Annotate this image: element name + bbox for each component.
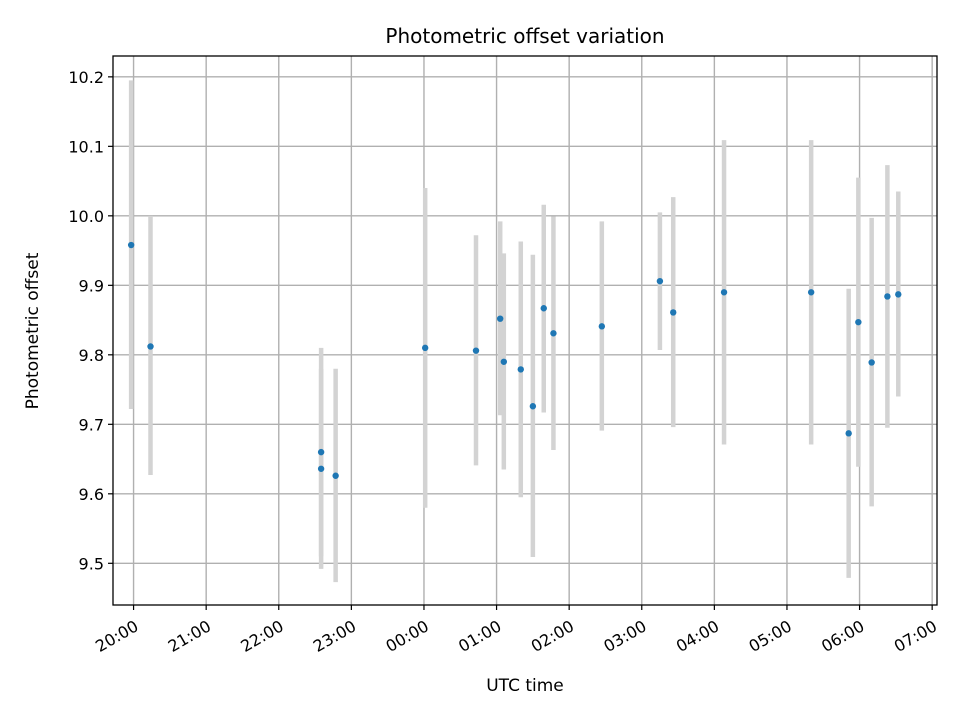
chart-title: Photometric offset variation [385, 24, 664, 48]
data-point [127, 241, 135, 249]
data-point [317, 448, 325, 456]
data-point [868, 359, 875, 366]
data-point [884, 293, 891, 300]
data-point [472, 347, 480, 354]
y-axis-label: Photometric offset [23, 252, 43, 409]
y-tick-label: 10.0 [68, 207, 104, 226]
data-point [845, 430, 852, 437]
data-point [147, 343, 154, 350]
data-point [720, 289, 728, 296]
data-point [895, 291, 902, 298]
data-point [598, 323, 606, 330]
data-point [317, 465, 325, 472]
data-point [550, 330, 557, 337]
ticks: 20:00 21:00 22:00 23:00 00:00 01:00 02:00 03:00… [68, 68, 940, 656]
data-point [855, 318, 862, 326]
y-tick-label: 10.2 [68, 68, 104, 87]
y-tick-label: 9.8 [79, 346, 104, 365]
grid [113, 56, 937, 605]
data-point [540, 305, 547, 312]
data-point [529, 403, 537, 410]
data-point [807, 289, 815, 296]
data-points [127, 241, 902, 479]
data-point [656, 277, 664, 285]
data-point [332, 472, 339, 479]
data-point [670, 309, 677, 316]
data-point [517, 366, 524, 373]
x-axis-label: UTC time [486, 676, 564, 696]
y-tick-label: 9.6 [79, 485, 104, 504]
data-point [421, 344, 429, 352]
y-tick-label: 9.7 [79, 415, 104, 434]
y-tick-label: 9.5 [79, 554, 104, 573]
plot-frame [112, 55, 938, 606]
y-tick-label: 9.9 [79, 276, 104, 295]
data-point [496, 315, 504, 322]
y-tick-label: 10.1 [68, 137, 104, 156]
data-point [500, 358, 508, 365]
